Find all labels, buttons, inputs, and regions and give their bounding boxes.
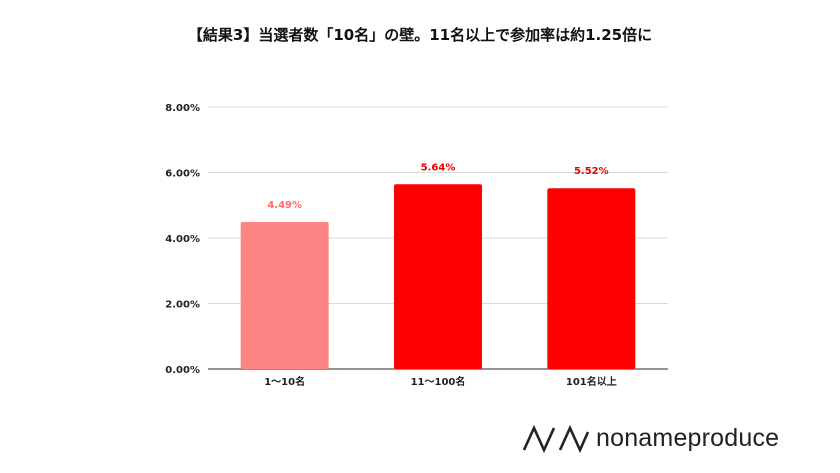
y-tick-label: 2.00% xyxy=(165,300,200,311)
brand-name: nonameproduce xyxy=(596,423,780,452)
y-tick-label: 8.00% xyxy=(165,103,200,114)
bar-chart: 0.00% 2.00% 4.00% 6.00% 8.00% 4.49% 5.64% 5.52… xyxy=(165,103,668,388)
wave-icon xyxy=(522,424,590,453)
y-tick-label: 4.00% xyxy=(165,234,200,245)
bar xyxy=(547,188,636,369)
bar xyxy=(240,221,329,369)
bar xyxy=(394,184,482,369)
data-label: 4.49% xyxy=(267,200,302,211)
x-tick-label: 1〜10名 xyxy=(264,375,305,388)
y-tick-label: 6.00% xyxy=(165,169,200,180)
brand-logo: nonameproduce xyxy=(522,420,779,456)
data-label: 5.52% xyxy=(574,166,609,177)
chart-title: 【結果3】当選者数「10名」の壁。11名以上で参加率は約1.25倍に xyxy=(187,26,653,44)
data-label: 5.64% xyxy=(421,162,456,173)
x-tick-label: 101名以上 xyxy=(566,375,617,388)
y-tick-label: 0.00% xyxy=(165,365,200,376)
x-tick-label: 11〜100名 xyxy=(411,375,466,388)
